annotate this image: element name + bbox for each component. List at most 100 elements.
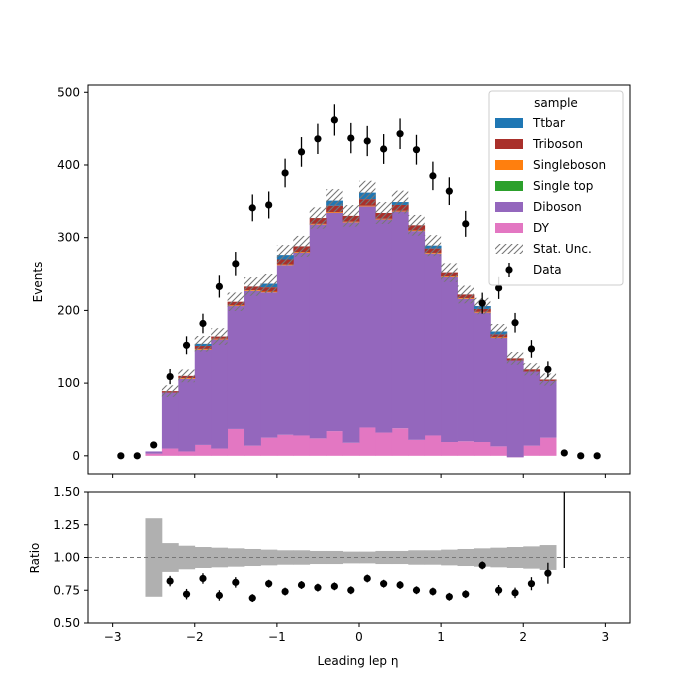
data-point — [150, 441, 158, 449]
bar — [441, 276, 458, 443]
legend-swatch — [495, 202, 523, 212]
bar — [539, 380, 557, 438]
legend-label: Stat. Unc. — [533, 242, 592, 256]
legend-swatch — [495, 118, 523, 128]
data-point — [248, 204, 256, 212]
bar — [326, 212, 343, 432]
legend-data-marker — [505, 266, 513, 274]
bar — [309, 438, 327, 456]
x-tick-label: −1 — [268, 630, 286, 644]
band-segment — [359, 551, 376, 564]
ratio-point — [511, 589, 519, 597]
ratio-point — [297, 581, 306, 589]
ratio-point — [281, 587, 289, 596]
data-point — [265, 201, 273, 209]
ratio-plot: 0.50 0.75 1.00 1.25 1.50 −3 −2 −1 0 1 2 3 — [53, 485, 631, 644]
x-axis-label: Leading lep η — [318, 654, 399, 668]
bar — [375, 219, 393, 433]
stat-unc-box — [523, 363, 540, 376]
ratio-y-tick-label: 1.00 — [53, 551, 80, 565]
ratio-point — [232, 578, 240, 586]
legend-swatch — [495, 223, 523, 233]
data-point — [577, 452, 585, 460]
ratio-point — [445, 593, 453, 601]
band-segment — [309, 550, 327, 565]
ratio-point — [215, 591, 223, 600]
legend: sample Ttbar Triboson Singleboson Single top… — [488, 90, 624, 286]
ratio-point — [314, 584, 322, 592]
bar — [408, 439, 426, 456]
data-point — [511, 319, 519, 327]
data-point — [495, 284, 503, 292]
bar — [227, 306, 245, 429]
ratio-point — [544, 569, 552, 577]
bar — [490, 446, 508, 456]
ratio-point — [265, 580, 273, 588]
ratio-point — [363, 574, 371, 583]
bar — [523, 445, 541, 456]
ratio-point — [462, 590, 470, 598]
stat-unc-box — [211, 328, 228, 345]
bar — [490, 338, 508, 447]
bar — [359, 206, 376, 428]
stat-unc-box — [375, 202, 392, 224]
legend-swatch-stat-unc — [495, 244, 523, 254]
legend-swatch — [495, 181, 523, 191]
bar — [326, 431, 343, 456]
data-point — [281, 169, 289, 177]
data-point — [560, 449, 568, 457]
band-segment — [539, 545, 557, 570]
bar — [211, 448, 229, 456]
legend-label: Diboson — [533, 200, 582, 214]
ratio-point — [495, 586, 503, 594]
bar — [293, 252, 311, 436]
y-tick-label: 0 — [72, 449, 80, 463]
y-tick-label: 100 — [57, 376, 80, 390]
stat-unc-box — [326, 189, 343, 213]
legend-swatch — [495, 139, 523, 149]
x-tick-label: −3 — [104, 630, 122, 644]
stat-unc-box — [457, 285, 474, 304]
legend-label: Singleboson — [533, 158, 606, 172]
bar — [194, 349, 212, 445]
bar — [260, 292, 278, 438]
data-point — [347, 134, 355, 142]
band-segment — [408, 550, 426, 565]
stat-unc-box — [359, 180, 376, 205]
y-tick-label: 200 — [57, 303, 80, 317]
ratio-point — [396, 581, 404, 589]
bar — [506, 360, 524, 458]
data-point — [396, 130, 404, 138]
data-point — [363, 137, 371, 145]
ratio-point — [182, 590, 191, 598]
data-point — [166, 372, 174, 381]
x-tick-label: 0 — [355, 630, 363, 644]
data-point — [380, 145, 388, 153]
bar — [244, 445, 261, 456]
bar — [161, 392, 179, 449]
x-tick-label: 3 — [602, 630, 610, 644]
legend-title: sample — [534, 96, 578, 110]
stat-unc-box — [161, 385, 179, 397]
data-point — [445, 187, 453, 195]
legend-label: Triboson — [532, 137, 583, 151]
stat-unc-box — [227, 292, 245, 311]
data-point — [232, 260, 240, 268]
stat-unc-box — [309, 207, 327, 229]
bar — [342, 442, 360, 456]
band-segment — [441, 549, 458, 566]
bar — [227, 428, 245, 456]
bar — [260, 437, 278, 456]
legend-label: DY — [533, 221, 550, 235]
ratio-point — [412, 586, 421, 594]
bar — [441, 442, 458, 456]
stat-unc-box — [178, 369, 195, 383]
stat-unc-box — [506, 352, 524, 365]
bar — [342, 222, 360, 443]
bar — [391, 428, 409, 456]
bar — [424, 253, 442, 436]
y-tick-label: 400 — [57, 158, 80, 172]
bar — [523, 371, 541, 446]
bar — [178, 451, 196, 456]
